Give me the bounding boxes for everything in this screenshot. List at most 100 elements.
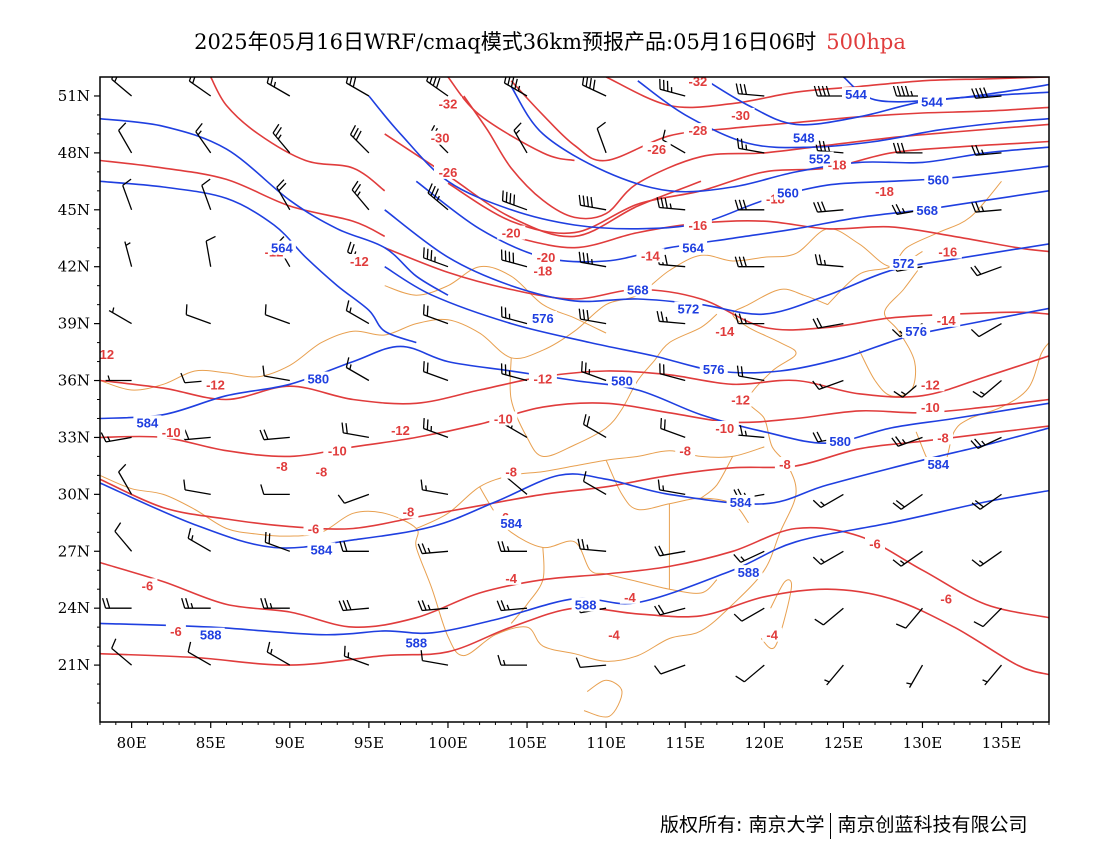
lat-tick-label: 36N — [58, 372, 90, 390]
wind-barb — [266, 77, 291, 97]
contour-label-bg — [936, 591, 957, 606]
wind-barb — [500, 363, 528, 382]
boundary-line — [827, 180, 1002, 305]
contour-label-bg — [323, 443, 352, 458]
contour-label: 588 — [738, 565, 760, 580]
lat-tick-label: 24N — [58, 599, 90, 617]
geopotential-contour — [510, 86, 1049, 193]
wind-barb — [195, 123, 212, 154]
contour-label: -32 — [439, 97, 458, 112]
contour-label-bg — [762, 627, 783, 642]
temperature-contour — [100, 425, 1049, 530]
contour-label: -10 — [921, 400, 940, 415]
contour-label: -6 — [170, 624, 182, 639]
wind-barb — [656, 197, 686, 211]
wind-barb — [351, 180, 370, 211]
geopotential-contour — [368, 95, 1049, 230]
contour-label: -8 — [316, 465, 328, 480]
wind-barb — [205, 235, 216, 267]
contour-label: -12 — [95, 347, 114, 362]
wind-barb — [736, 137, 765, 154]
contour-label: -10 — [162, 425, 181, 440]
contour-label-bg — [805, 151, 834, 166]
contour-label: -4 — [608, 628, 620, 643]
contour-label: -6 — [869, 537, 881, 552]
contour-label-bg — [916, 400, 945, 415]
wind-barb — [972, 380, 1002, 398]
wind-barb — [264, 531, 291, 552]
contour-label: -26 — [647, 142, 666, 157]
wind-barb — [345, 300, 370, 325]
contour-label-bg — [434, 96, 462, 111]
boundary-line — [510, 547, 545, 624]
contour-label-bg — [642, 142, 671, 157]
boundary-line — [583, 679, 623, 718]
contour-label: -6 — [308, 522, 320, 537]
contour-label-bg — [608, 373, 636, 388]
contour-label-bg — [271, 458, 292, 473]
contour-label-bg — [311, 464, 332, 479]
contour-label: 588 — [575, 597, 597, 612]
contour-label-bg — [501, 464, 522, 479]
contour-label-bg — [636, 248, 665, 263]
contour-label-bg — [774, 185, 802, 200]
wind-barb — [420, 650, 449, 666]
contour-label-bg — [402, 635, 431, 650]
wind-barb — [971, 493, 1002, 510]
temperature-contour — [510, 80, 1049, 162]
temperature-contour — [447, 140, 1049, 235]
wind-barb — [500, 306, 528, 325]
contour-label-bg — [303, 521, 324, 536]
wind-barb — [813, 201, 844, 213]
boundary-line — [509, 313, 718, 457]
contour-label-bg — [826, 434, 855, 449]
footer-separator — [830, 812, 832, 839]
wind-barb — [735, 664, 765, 683]
wind-barb — [892, 142, 923, 154]
wind-barb — [422, 361, 449, 382]
wind-barb — [659, 363, 686, 382]
lon-tick-label: 85E — [196, 734, 226, 752]
lon-tick-label: 100E — [428, 734, 468, 752]
wind-barb — [735, 83, 765, 97]
contour-label-bg — [623, 282, 652, 297]
contour-label: -12 — [350, 254, 369, 269]
wind-barb — [812, 493, 844, 508]
contour-label-bg — [865, 536, 885, 551]
wind-barb — [578, 308, 607, 325]
wind-barb — [426, 77, 449, 97]
contour-label: -12 — [921, 377, 940, 392]
contour-label-bg — [345, 254, 374, 268]
contour-label-bg — [726, 107, 755, 122]
temperature-contour — [100, 159, 386, 238]
contour-label-bg — [918, 94, 946, 109]
contour-label: 548 — [793, 131, 815, 146]
contour-label: 580 — [829, 434, 851, 449]
geopotential-contour — [100, 117, 449, 296]
wind-barb — [420, 479, 449, 496]
contour-label-bg — [489, 411, 518, 426]
wind-barb — [349, 125, 370, 154]
wind-barb — [100, 432, 132, 443]
boundary-line — [384, 265, 607, 334]
contour-label: -32 — [689, 74, 708, 89]
wind-barb — [736, 365, 765, 382]
wind-barb — [260, 598, 290, 609]
geopotential-contour — [100, 180, 417, 344]
wind-barb — [105, 375, 132, 382]
wind-barb — [659, 78, 686, 97]
contour-label-bg — [933, 244, 962, 259]
contour-label: -4 — [766, 628, 778, 643]
wind-barb — [733, 607, 765, 622]
contour-label: -12 — [534, 372, 553, 387]
wind-barb — [970, 265, 1002, 277]
contour-label-bg — [683, 218, 712, 232]
temperature-contour — [100, 398, 1049, 458]
lat-tick-label: 48N — [58, 144, 90, 162]
longitude-axis: 80E 85E 90E 95E 100E 105E 110E 115E 120E 125E 130E… — [99, 722, 1050, 752]
contour-label-bg — [137, 578, 158, 593]
wind-barb — [660, 418, 686, 439]
contour-label: -4 — [505, 571, 517, 586]
wind-barb — [971, 550, 1002, 567]
